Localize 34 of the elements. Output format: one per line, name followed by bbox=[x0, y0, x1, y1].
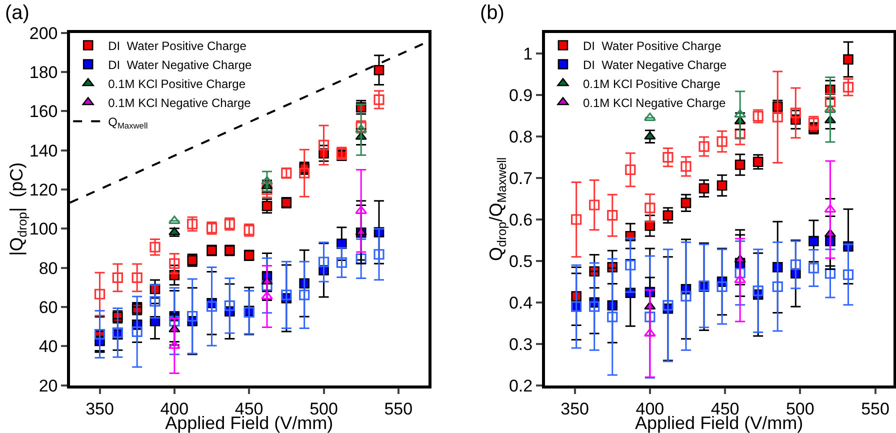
y-tick-label: 80 bbox=[38, 258, 58, 278]
legend-label: DI Water Positive Charge bbox=[582, 38, 722, 53]
y-tick-label: 1 bbox=[523, 44, 533, 64]
legend-label: 0.1M KCl Negative Charge bbox=[582, 96, 726, 110]
y-tick-label: 0.7 bbox=[508, 168, 533, 188]
y-tick-label: 180 bbox=[29, 63, 58, 82]
y-tick-label: 0.8 bbox=[508, 128, 533, 147]
y-tick-label: 0.3 bbox=[508, 334, 533, 354]
y-tick-label: 0.5 bbox=[508, 252, 533, 271]
legend-label: DI Water Negative Charge bbox=[582, 58, 727, 72]
y-tick-label: 100 bbox=[29, 220, 58, 239]
legend-label: 0.1M KCl Positive Charge bbox=[108, 76, 246, 91]
y-tick-label: 200 bbox=[29, 24, 58, 43]
legend-label: Q$_{Maxwell}$ bbox=[108, 114, 148, 130]
y-tick-label: 0.2 bbox=[508, 376, 533, 396]
x-tick-label: 550 bbox=[384, 400, 413, 419]
y-tick-label: 160 bbox=[29, 102, 58, 122]
y-tick-label: 0.4 bbox=[508, 293, 533, 312]
legend-label: DI Water Negative Charge bbox=[108, 58, 252, 72]
legend-label: DI Water Positive Charge bbox=[108, 38, 247, 53]
y-tick-label: 0.9 bbox=[508, 86, 533, 106]
y-tick-label: 0.6 bbox=[508, 210, 533, 230]
chart-title: (a) bbox=[5, 2, 30, 24]
y-tick-label: 20 bbox=[38, 376, 58, 396]
legend-label: 0.1M KCl Negative Charge bbox=[108, 96, 252, 110]
x-tick-label: 550 bbox=[861, 400, 890, 419]
legend-label: 0.1M KCl Positive Charge bbox=[582, 76, 721, 91]
y-tick-label: 60 bbox=[38, 298, 58, 317]
x-tick-label: 350 bbox=[560, 400, 590, 419]
x-tick-label: 350 bbox=[86, 400, 114, 419]
y-tick-label: 140 bbox=[29, 141, 58, 160]
y-tick-label: 40 bbox=[38, 337, 58, 356]
y-tick-label: 120 bbox=[29, 180, 58, 200]
chart-title: (b) bbox=[480, 2, 504, 24]
